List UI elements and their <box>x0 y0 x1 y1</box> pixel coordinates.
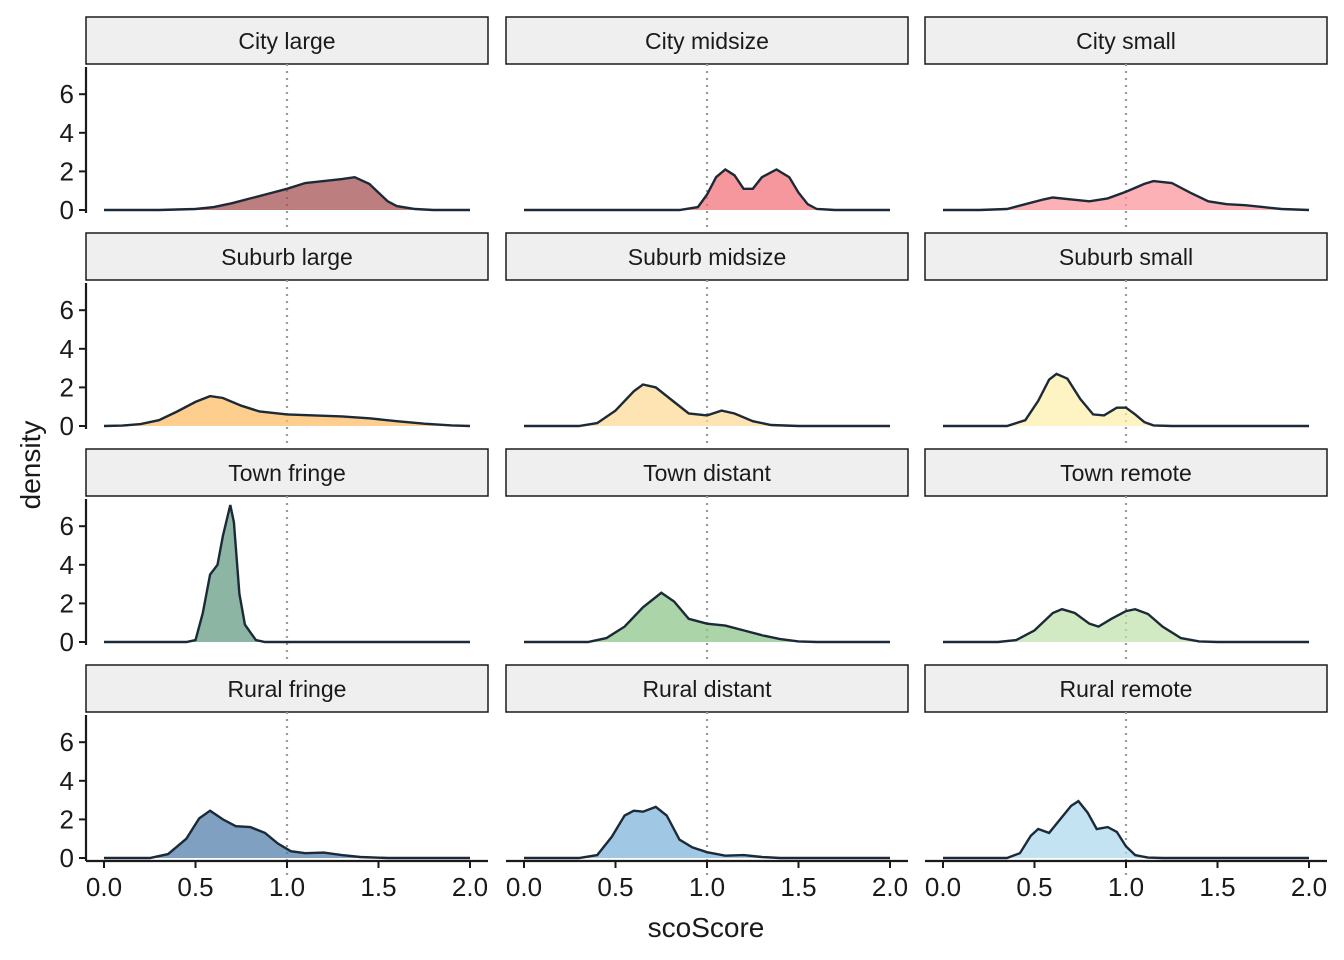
x-tick-label: 0.5 <box>177 872 213 902</box>
density-area <box>943 801 1309 858</box>
facet-strip <box>85 16 489 65</box>
facet-strip-label: Rural remote <box>1060 676 1193 702</box>
y-tick-label: 2 <box>60 372 74 402</box>
density-line <box>104 175 470 212</box>
density-line <box>524 383 890 428</box>
axes-layer: 0 2 4 6 0 2 4 6 0 2 4 6 0 2 4 6 0.0 0.5 1.0 1.5 2.0 0.0 0.5 1.0… <box>60 67 1327 902</box>
y-tick-label: 0 <box>60 627 74 657</box>
x-tick-label: 0.0 <box>86 872 122 902</box>
facet-strip <box>924 664 1328 713</box>
y-tick-label: 0 <box>60 195 74 225</box>
facet-strip-label: City midsize <box>645 28 769 54</box>
density-line <box>943 179 1310 212</box>
facet-strip-label: Town fringe <box>228 460 346 486</box>
facet-suburb-large: Suburb large <box>85 232 489 448</box>
facets-layer: City large City midsize City small Suburb l… <box>85 16 1328 880</box>
x-tick-label: 0.5 <box>597 872 633 902</box>
density-line <box>943 607 1309 644</box>
x-tick-label: 1.0 <box>689 872 725 902</box>
density-area <box>104 810 470 858</box>
y-tick-label: 6 <box>60 511 74 541</box>
facet-strip-label: Town remote <box>1060 460 1192 486</box>
density-line <box>524 168 890 212</box>
density-line <box>524 591 890 644</box>
facet-strip-label: City large <box>238 28 335 54</box>
density-line <box>943 799 1309 860</box>
facet-strip <box>505 664 909 713</box>
facet-strip-label: City small <box>1076 28 1176 54</box>
facet-town-fringe: Town fringe <box>85 448 489 664</box>
facet-strip <box>505 16 909 65</box>
x-tick-label: 0.0 <box>506 872 542 902</box>
x-axis-title: scoScore <box>648 912 765 943</box>
facet-strip-label: Suburb large <box>221 244 353 270</box>
facet-town-remote: Town remote <box>924 448 1328 664</box>
y-tick-label: 6 <box>60 79 74 109</box>
y-tick-label: 2 <box>60 804 74 834</box>
x-tick-label: 2.0 <box>1291 872 1327 902</box>
density-area <box>104 396 470 426</box>
density-area <box>524 384 890 426</box>
facet-town-distant: Town distant <box>505 448 909 664</box>
facet-strip <box>924 232 1328 281</box>
density-area <box>943 373 1309 426</box>
density-area <box>524 592 890 642</box>
x-tick-label: 1.0 <box>1108 872 1144 902</box>
y-tick-label: 4 <box>60 766 74 796</box>
y-tick-label: 0 <box>60 411 74 441</box>
y-tick-label: 0 <box>60 843 74 873</box>
facet-strip <box>924 16 1328 65</box>
density-area <box>943 609 1309 642</box>
facet-strip <box>85 232 489 281</box>
y-tick-label: 6 <box>60 727 74 757</box>
facet-strip <box>85 664 489 713</box>
facet-rural-distant: Rural distant <box>505 664 909 880</box>
density-line <box>943 372 1309 428</box>
x-tick-label: 2.0 <box>452 872 488 902</box>
facet-strip <box>505 232 909 281</box>
facet-city-small: City small <box>924 16 1328 232</box>
facet-city-large: City large <box>85 16 489 232</box>
x-tick-label: 1.5 <box>780 872 816 902</box>
x-tick-label: 1.5 <box>1199 872 1235 902</box>
x-tick-label: 0.0 <box>925 872 961 902</box>
y-tick-label: 4 <box>60 550 74 580</box>
y-tick-label: 4 <box>60 334 74 364</box>
x-tick-label: 0.5 <box>1016 872 1052 902</box>
x-tick-label: 1.5 <box>360 872 396 902</box>
facet-city-midsize: City midsize <box>505 16 909 232</box>
facet-rural-fringe: Rural fringe <box>85 664 489 880</box>
facet-suburb-small: Suburb small <box>924 232 1328 448</box>
y-tick-label: 6 <box>60 295 74 325</box>
x-tick-label: 2.0 <box>872 872 908 902</box>
density-area <box>104 177 470 210</box>
y-axis-title: density <box>15 421 46 510</box>
y-tick-label: 2 <box>60 156 74 186</box>
density-area <box>524 169 890 210</box>
density-line <box>104 504 470 644</box>
density-line <box>103 394 471 428</box>
y-tick-label: 2 <box>60 588 74 618</box>
facet-rural-remote: Rural remote <box>924 664 1328 880</box>
x-tick-label: 1.0 <box>269 872 305 902</box>
facet-strip-label: Suburb small <box>1059 244 1193 270</box>
facet-strip-label: Suburb midsize <box>628 244 787 270</box>
facet-suburb-midsize: Suburb midsize <box>505 232 909 448</box>
facet-strip-label: Town distant <box>643 460 771 486</box>
facet-strip <box>924 448 1328 497</box>
y-tick-label: 4 <box>60 118 74 148</box>
density-area <box>524 806 890 858</box>
facet-strip-label: Rural distant <box>642 676 772 702</box>
facet-strip-label: Rural fringe <box>228 676 347 702</box>
density-line <box>524 805 890 860</box>
facet-strip <box>85 448 489 497</box>
density-line <box>104 809 470 860</box>
